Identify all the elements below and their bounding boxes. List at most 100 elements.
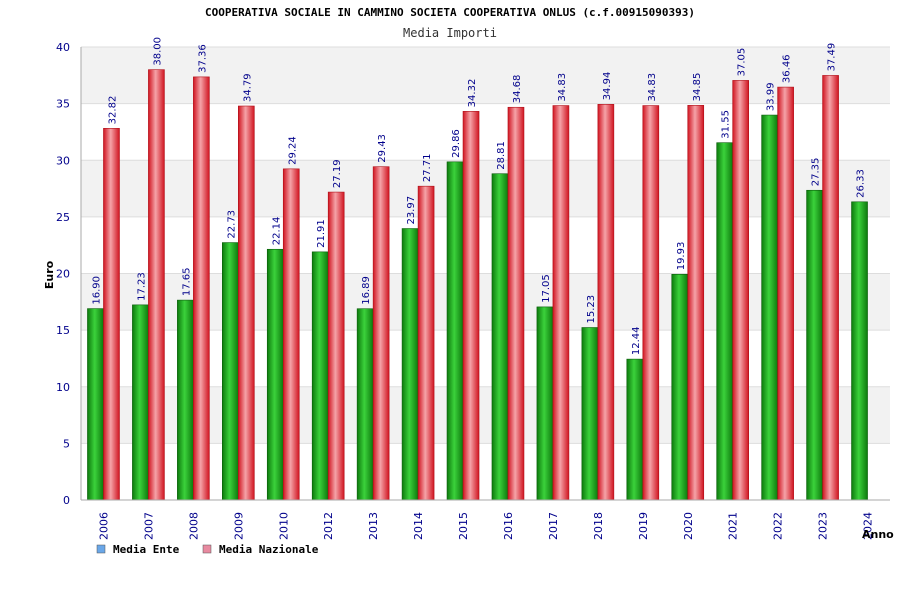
bar-media-ente bbox=[311, 251, 329, 501]
bar-media-ente bbox=[716, 142, 733, 501]
bar-media-nazionale bbox=[282, 168, 300, 501]
y-tick-label: 0 bbox=[63, 494, 70, 507]
x-tick-label: 2019 bbox=[637, 512, 650, 540]
y-tick-label: 10 bbox=[56, 381, 70, 394]
bar-media-nazionale bbox=[777, 86, 794, 501]
x-tick-label: 2023 bbox=[817, 512, 830, 540]
y-tick-label: 30 bbox=[56, 154, 70, 167]
data-label: 23.97 bbox=[406, 196, 417, 225]
data-label: 31.55 bbox=[721, 110, 732, 139]
x-tick-label: 2014 bbox=[412, 512, 425, 540]
grid-band bbox=[81, 330, 890, 387]
data-label: 15.23 bbox=[586, 295, 597, 324]
data-label: 34.83 bbox=[557, 73, 568, 102]
legend-swatch bbox=[202, 544, 212, 554]
data-label: 27.19 bbox=[332, 159, 343, 188]
x-tick-label: 2009 bbox=[232, 512, 245, 540]
bar-media-ente bbox=[581, 327, 599, 501]
bar-media-nazionale bbox=[238, 105, 255, 501]
data-label: 34.94 bbox=[602, 72, 613, 101]
data-label: 29.86 bbox=[451, 129, 462, 158]
legend-swatch bbox=[96, 544, 106, 554]
data-label: 27.71 bbox=[422, 154, 433, 183]
bar-media-nazionale bbox=[507, 106, 525, 501]
grid-band bbox=[81, 103, 890, 161]
bar-media-nazionale bbox=[327, 191, 345, 501]
bar-media-ente bbox=[671, 273, 689, 501]
x-tick-label: 2022 bbox=[772, 512, 785, 540]
bar-media-ente bbox=[446, 161, 464, 501]
data-label: 34.85 bbox=[692, 73, 703, 102]
data-label: 12.44 bbox=[631, 326, 642, 355]
data-label: 28.81 bbox=[496, 141, 507, 170]
x-tick-label: 2008 bbox=[187, 512, 200, 540]
chart-subtitle: Media Importi bbox=[403, 26, 497, 40]
y-tick-label: 20 bbox=[56, 268, 70, 281]
x-axis-label: Anno bbox=[862, 528, 894, 541]
bar-media-nazionale bbox=[417, 185, 435, 501]
bar-media-ente bbox=[851, 201, 868, 501]
bar-media-nazionale bbox=[372, 166, 390, 501]
data-label: 34.83 bbox=[647, 73, 658, 102]
data-label: 36.46 bbox=[782, 54, 793, 83]
data-label: 29.24 bbox=[287, 136, 298, 165]
data-label: 17.65 bbox=[181, 267, 192, 296]
data-label: 34.68 bbox=[512, 75, 523, 104]
grid-band bbox=[81, 216, 890, 274]
x-tick-label: 2006 bbox=[97, 512, 110, 540]
bar-media-ente bbox=[491, 173, 509, 501]
data-label: 34.32 bbox=[467, 79, 478, 108]
y-tick-label: 35 bbox=[56, 98, 70, 111]
bar-media-ente bbox=[132, 304, 149, 501]
bar-media-ente bbox=[266, 248, 284, 501]
x-tick-label: 2016 bbox=[502, 512, 515, 540]
y-tick-label: 15 bbox=[56, 324, 70, 337]
x-tick-label: 2013 bbox=[367, 512, 380, 540]
bar-media-ente bbox=[626, 358, 644, 501]
bar-media-nazionale bbox=[597, 104, 615, 501]
x-tick-label: 2020 bbox=[682, 512, 695, 540]
x-tick-label: 2021 bbox=[727, 512, 740, 540]
data-label: 37.36 bbox=[197, 44, 208, 73]
grid-band bbox=[81, 443, 890, 500]
legend: Media Ente Media Nazionale bbox=[96, 543, 319, 556]
data-label: 16.90 bbox=[91, 276, 102, 305]
x-tick-label: 2010 bbox=[277, 512, 290, 540]
bar-media-nazionale bbox=[687, 105, 705, 501]
x-tick-label: 2012 bbox=[322, 512, 335, 540]
bar-media-nazionale bbox=[193, 76, 210, 501]
grid-band bbox=[81, 47, 890, 104]
data-label: 37.05 bbox=[737, 48, 748, 77]
data-label: 19.93 bbox=[676, 242, 687, 271]
data-label: 17.05 bbox=[541, 274, 552, 303]
y-tick-label: 25 bbox=[56, 211, 70, 224]
axes: 0 5 10 15 20 25 30 35 40 2006 2007 2008 2009 2010 2012… bbox=[56, 41, 890, 540]
data-label: 29.43 bbox=[377, 134, 388, 163]
data-label: 32.82 bbox=[107, 96, 118, 125]
bar-media-nazionale bbox=[822, 75, 839, 501]
data-label: 38.00 bbox=[152, 37, 163, 66]
data-label: 17.23 bbox=[136, 272, 147, 301]
bar-media-ente bbox=[806, 189, 823, 501]
bar-media-ente bbox=[356, 308, 374, 501]
grid-band bbox=[81, 386, 890, 444]
data-label: 37.49 bbox=[827, 43, 838, 72]
data-label: 21.91 bbox=[316, 219, 327, 248]
legend-label: Media Ente bbox=[113, 543, 180, 556]
grid bbox=[81, 46, 890, 501]
chart-title: COOPERATIVA SOCIALE IN CAMMINO SOCIETA C… bbox=[205, 6, 695, 19]
x-tick-label: 2024 bbox=[862, 512, 875, 540]
grid-band bbox=[81, 160, 890, 217]
data-label: 33.99 bbox=[766, 82, 777, 111]
bar-media-nazionale bbox=[462, 111, 480, 501]
bar-media-ente bbox=[222, 242, 239, 501]
bar-media-nazionale bbox=[148, 69, 165, 501]
bar-media-ente bbox=[536, 306, 554, 501]
data-label: 22.14 bbox=[271, 217, 282, 246]
data-label: 27.35 bbox=[811, 158, 822, 187]
legend-label: Media Nazionale bbox=[219, 543, 319, 556]
bar-media-nazionale bbox=[103, 128, 120, 501]
bar-media-ente bbox=[761, 114, 778, 501]
bar-media-ente bbox=[87, 308, 104, 501]
